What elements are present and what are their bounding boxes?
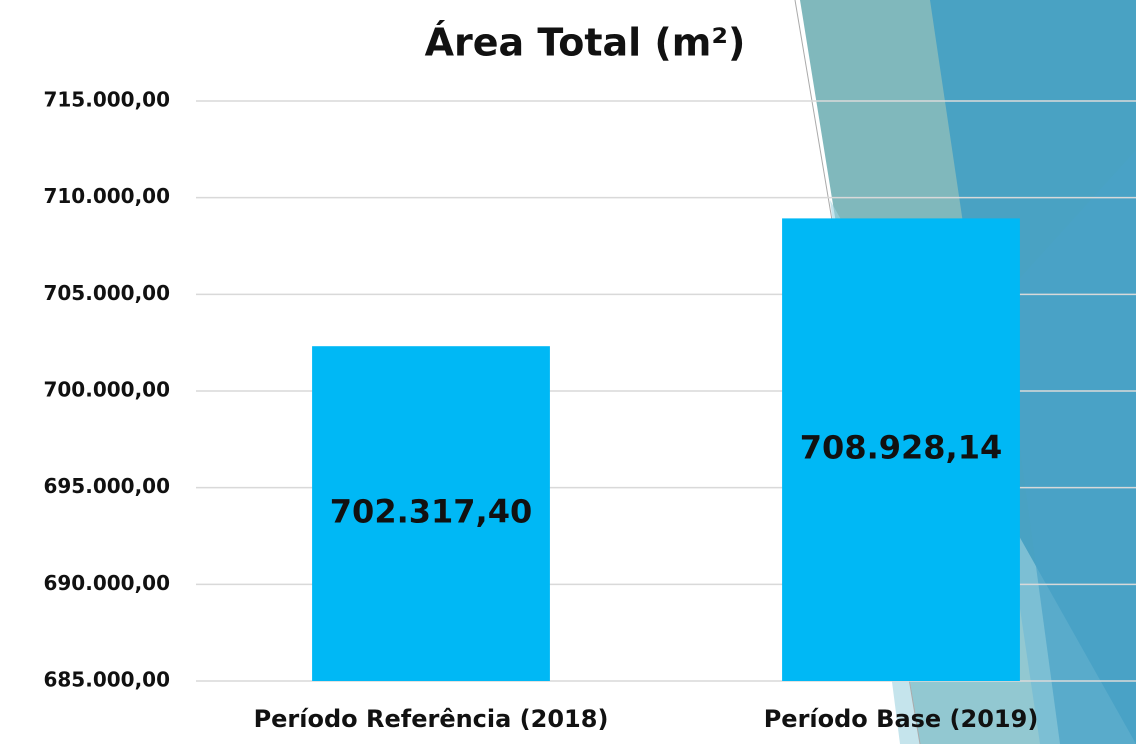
data-label: 708.928,14 — [800, 429, 1002, 467]
y-tick-label: 695.000,00 — [43, 474, 170, 498]
y-tick-label: 705.000,00 — [43, 281, 170, 305]
y-tick-label: 700.000,00 — [43, 378, 170, 402]
x-tick-label: Período Base (2019) — [764, 705, 1039, 733]
y-tick-label: 690.000,00 — [43, 571, 170, 595]
bar — [782, 218, 1020, 682]
y-tick-label: 715.000,00 — [43, 88, 170, 112]
y-tick-label: 710.000,00 — [43, 184, 170, 208]
data-label: 702.317,40 — [330, 493, 532, 531]
bar — [312, 346, 550, 681]
chart-title: Área Total (m²) — [425, 21, 746, 65]
x-tick-label: Período Referência (2018) — [254, 705, 609, 733]
y-tick-label: 685.000,00 — [43, 668, 170, 692]
